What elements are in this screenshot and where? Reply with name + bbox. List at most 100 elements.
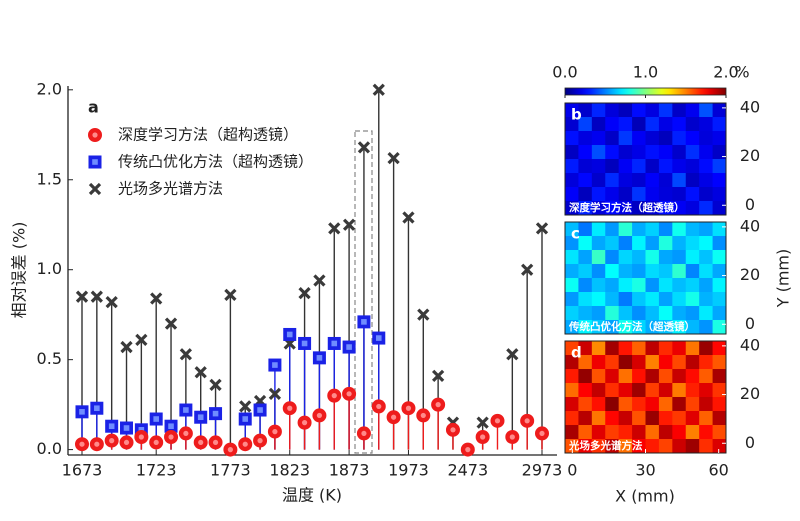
heatmap-cell bbox=[645, 425, 660, 440]
heatmap-cell bbox=[685, 306, 700, 321]
heatmap-cell bbox=[578, 383, 593, 398]
heatmap-cell bbox=[658, 425, 673, 440]
heatmap-cell bbox=[685, 222, 700, 237]
marker bbox=[535, 222, 549, 235]
heatmap-cell bbox=[672, 159, 687, 174]
marker-core bbox=[405, 405, 412, 411]
x-tick-label: 2973 bbox=[522, 461, 563, 480]
heatmap-cell bbox=[565, 439, 579, 454]
y-tick-label: 0 bbox=[745, 314, 755, 333]
marker-core bbox=[257, 438, 263, 444]
heatmap-cell bbox=[645, 173, 660, 188]
heatmap-cell bbox=[618, 201, 633, 216]
heatmap-cell bbox=[685, 320, 700, 335]
y-tick-label: 0 bbox=[745, 195, 755, 214]
marker-core bbox=[197, 414, 204, 421]
heatmap-cell bbox=[685, 250, 700, 265]
marker bbox=[431, 369, 445, 382]
heatmap-cell bbox=[591, 201, 606, 216]
marker bbox=[135, 333, 148, 346]
heatmap-cell bbox=[578, 173, 593, 188]
heatmap-cell bbox=[712, 411, 727, 426]
marker bbox=[179, 348, 193, 361]
heatmap-cell bbox=[712, 222, 727, 237]
heatmap-cell bbox=[699, 292, 713, 307]
y-tick-label: 20 bbox=[740, 384, 760, 403]
heatmap-cell bbox=[578, 201, 593, 216]
heatmap-cell bbox=[605, 397, 620, 412]
heatmap-cell bbox=[658, 131, 673, 146]
marker bbox=[239, 400, 252, 413]
heatmap-cell bbox=[605, 439, 620, 454]
panel-label: b bbox=[571, 106, 582, 124]
marker-core bbox=[153, 416, 159, 422]
heatmap-cell bbox=[605, 173, 620, 188]
heatmap-cell bbox=[632, 306, 646, 321]
heatmap-cell bbox=[645, 250, 660, 265]
heatmap-cell bbox=[658, 397, 673, 412]
heatmap-cell bbox=[618, 173, 633, 188]
heatmap-cell bbox=[618, 369, 633, 384]
heatmap-cell bbox=[645, 439, 660, 454]
heatmap-cell bbox=[578, 278, 593, 293]
heatmap-cell bbox=[672, 397, 687, 412]
x-tick-label: 1673 bbox=[62, 461, 103, 480]
marker bbox=[357, 141, 371, 154]
heatmap-cell bbox=[565, 187, 579, 202]
heatmap-cell bbox=[712, 439, 727, 454]
heatmap-cell bbox=[658, 236, 673, 251]
heatmap-cell bbox=[658, 355, 673, 370]
heatmap-cell bbox=[658, 341, 673, 356]
heatmap-cell bbox=[618, 383, 633, 398]
marker-core bbox=[212, 410, 219, 417]
heatmap-cell bbox=[658, 145, 673, 160]
heatmap-cell bbox=[632, 292, 646, 307]
heatmap-cell bbox=[605, 201, 620, 216]
heatmap-cell bbox=[712, 369, 727, 384]
colorbar-tick-label: 0.0 bbox=[552, 63, 577, 82]
heatmap-cell bbox=[565, 250, 579, 265]
y-tick-label: 1.5 bbox=[37, 169, 62, 188]
heatmap-cell bbox=[578, 425, 593, 440]
heatmap-cell bbox=[672, 145, 687, 160]
heatmap-cell bbox=[672, 250, 687, 265]
heatmap-cell bbox=[565, 201, 579, 216]
marker-core bbox=[183, 430, 189, 437]
marker-core bbox=[123, 439, 130, 446]
heatmap-cell bbox=[699, 103, 713, 118]
heatmap-cell bbox=[632, 355, 646, 370]
heatmap-cell bbox=[699, 411, 713, 426]
heatmap-cell bbox=[605, 411, 620, 426]
heatmap-cell bbox=[672, 320, 687, 335]
heatmap-cell bbox=[632, 103, 646, 118]
marker-core bbox=[420, 412, 426, 419]
heatmap-cell bbox=[685, 159, 700, 174]
panel-caption: 深度学习方法（超透镜） bbox=[569, 201, 685, 214]
marker bbox=[268, 387, 282, 400]
heatmap-cell bbox=[685, 439, 700, 454]
marker bbox=[209, 378, 222, 391]
legend-marker-core bbox=[92, 159, 98, 165]
heatmap-cell bbox=[591, 159, 606, 174]
heatmap-cell bbox=[672, 278, 687, 293]
heatmap-cell bbox=[618, 320, 633, 335]
heatmap-cell bbox=[699, 117, 713, 132]
legend-label: 深度学习方法（超构透镜） bbox=[118, 126, 298, 144]
heatmap-cell bbox=[618, 355, 633, 370]
heatmap-cell bbox=[591, 355, 606, 370]
marker-core bbox=[123, 425, 130, 431]
heatmap-cell bbox=[591, 131, 606, 146]
marker-core bbox=[287, 405, 293, 411]
x-tick-label: 1773 bbox=[210, 461, 251, 480]
heatmap-cell bbox=[632, 159, 646, 174]
marker bbox=[298, 286, 311, 300]
heatmap-cell bbox=[712, 292, 727, 307]
heatmap-cell bbox=[618, 250, 633, 265]
heatmap-cell bbox=[645, 201, 660, 216]
heatmap-cell bbox=[565, 278, 579, 293]
heatmap-cell bbox=[712, 173, 727, 188]
heatmap-cell bbox=[632, 187, 646, 202]
heatmap-cell bbox=[658, 278, 673, 293]
heatmap-cell bbox=[672, 369, 687, 384]
